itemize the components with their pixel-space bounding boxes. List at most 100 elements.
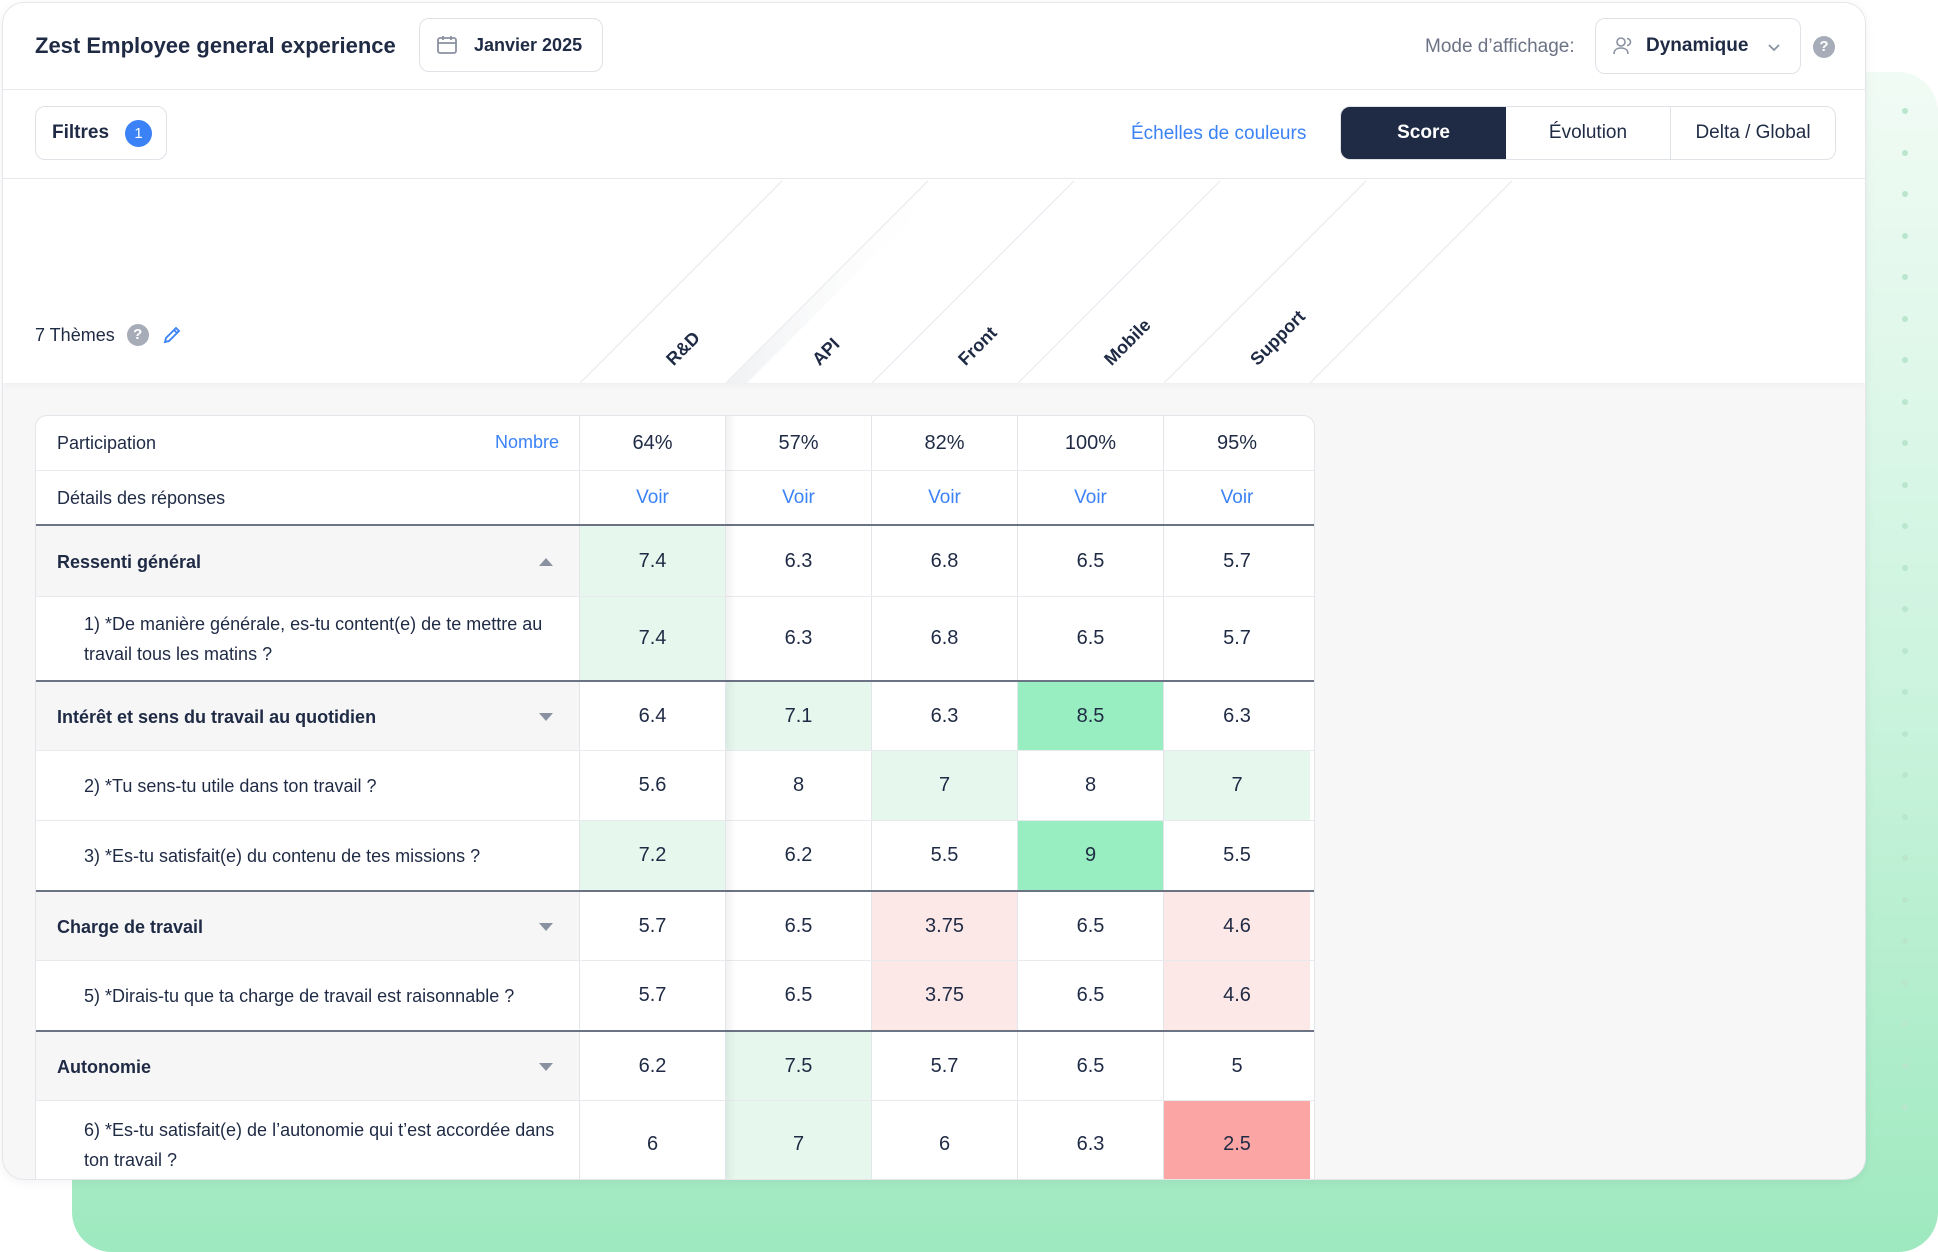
- participation-mode-link[interactable]: Nombre: [494, 432, 559, 452]
- score-cell-support: 5.7: [1223, 627, 1251, 649]
- filters-label: Filtres: [52, 122, 110, 143]
- question-row: 2) *Tu sens-tu utile dans ton travail ? 5…: [36, 750, 1314, 820]
- score-cell-rd: 64%: [580, 416, 726, 470]
- theme-row[interactable]: Ressenti général 7.4 6.3 6.8 6.5 5.7: [36, 524, 1314, 596]
- score-cell-rd: 6.4: [580, 682, 726, 750]
- view-tabs: Score Évolution Delta / Global: [1340, 106, 1836, 160]
- meta-row: Participation Nombre 64% 57% 82% 100% 95%: [36, 416, 1314, 470]
- chevron-up-icon[interactable]: [539, 558, 553, 566]
- row-label-cell: 5) *Dirais-tu que ta charge de travail e…: [36, 961, 580, 1030]
- users-icon: [1613, 37, 1632, 55]
- row-label: 6) *Es-tu satisfait(e) de l’autonomie qu…: [84, 1120, 555, 1170]
- filters-button[interactable]: Filtres 1: [35, 106, 167, 160]
- question-row: 1) *De manière générale, es-tu content(e…: [36, 596, 1314, 680]
- column-header-area: 7 Thèmes ? R&D API Front Mobile Support: [3, 179, 1865, 383]
- score-cell-front: 82%: [872, 416, 1018, 470]
- score-cell-rd: 6: [580, 1101, 726, 1179]
- row-label-cell: Charge de travail: [36, 892, 580, 960]
- score-cell-front: 6: [872, 1101, 1018, 1179]
- score-cell-api: 6.2: [726, 821, 872, 890]
- display-mode-select[interactable]: Dynamique: [1595, 18, 1801, 74]
- score-cell-front: 6.8: [872, 526, 1018, 596]
- results-table: Participation Nombre 64% 57% 82% 100% 95% Détai…: [35, 415, 1315, 1179]
- score-cell-support: 6.3: [1223, 704, 1251, 727]
- row-label: Charge de travail: [57, 917, 204, 937]
- score-cell-rd: 7.2: [580, 821, 726, 890]
- question-row: 3) *Es-tu satisfait(e) du contenu de tes…: [36, 820, 1314, 890]
- themes-header: 7 Thèmes ?: [35, 324, 183, 346]
- theme-row[interactable]: Autonomie 6.2 7.5 5.7 6.5 5: [36, 1030, 1314, 1100]
- score-cell-rd: 5.6: [580, 751, 726, 820]
- edit-icon[interactable]: [161, 324, 183, 346]
- score-cell-mobile: 100%: [1018, 416, 1164, 470]
- chevron-down-icon: [1768, 44, 1780, 52]
- theme-row[interactable]: Charge de travail 5.7 6.5 3.75 6.5 4.6: [36, 890, 1314, 960]
- page-title: Zest Employee general experience: [35, 33, 396, 58]
- filters-count-badge: 1: [125, 119, 153, 147]
- tab-delta-global[interactable]: Delta / Global: [1695, 122, 1811, 143]
- score-cell-mobile: 8.5: [1018, 682, 1164, 750]
- score-cell-mobile: 8: [1018, 751, 1164, 820]
- period-label: Janvier 2025: [474, 34, 583, 55]
- view-details-link-mobile[interactable]: Voir: [1018, 471, 1164, 524]
- score-cell-mobile: 6.5: [1018, 892, 1164, 960]
- view-details-link-rd[interactable]: Voir: [580, 471, 726, 524]
- score-cell-mobile: 6.3: [1018, 1101, 1164, 1179]
- help-icon[interactable]: ?: [1813, 36, 1835, 58]
- period-picker[interactable]: Janvier 2025: [419, 18, 603, 72]
- score-cell-api: 7.5: [726, 1032, 872, 1100]
- score-cell-support: 5: [1231, 1054, 1243, 1077]
- row-label-cell: Participation Nombre: [36, 416, 580, 470]
- score-cell-api: 6.5: [726, 961, 872, 1030]
- app-window: Zest Employee general experience Janvier…: [2, 2, 1866, 1180]
- score-cell-api: 7: [726, 1101, 872, 1179]
- score-cell-api: 6.5: [726, 892, 872, 960]
- display-mode-label: Mode d’affichage:: [1425, 36, 1575, 57]
- tab-score[interactable]: Score: [1341, 107, 1506, 159]
- toolbar: Filtres 1 Échelles de couleurs Score Évo…: [3, 90, 1865, 179]
- score-cell-support: 4.6: [1164, 892, 1310, 960]
- score-cell-rd: 5.7: [580, 892, 726, 960]
- row-label-cell: Détails des réponses: [36, 471, 580, 524]
- view-details-link-support[interactable]: Voir: [1220, 486, 1254, 508]
- row-label-cell: 6) *Es-tu satisfait(e) de l’autonomie qu…: [36, 1101, 580, 1179]
- theme-row[interactable]: Intérêt et sens du travail au quotidien 6…: [36, 680, 1314, 750]
- meta-row: Détails des réponses Voir Voir Voir Voir Voir: [36, 470, 1314, 524]
- score-cell-front: 3.75: [872, 892, 1018, 960]
- score-cell-rd: 7.4: [580, 526, 726, 596]
- row-label: 3) *Es-tu satisfait(e) du contenu de tes…: [84, 846, 481, 866]
- calendar-icon: [437, 36, 457, 54]
- score-cell-rd: 7.4: [580, 597, 726, 680]
- chevron-down-icon[interactable]: [539, 713, 553, 721]
- score-cell-api: 6.3: [726, 526, 872, 596]
- view-details-link-front[interactable]: Voir: [872, 471, 1018, 524]
- chevron-down-icon[interactable]: [539, 923, 553, 931]
- chevron-down-icon[interactable]: [539, 1063, 553, 1071]
- row-label-cell: Ressenti général: [36, 526, 580, 596]
- score-cell-support: 5.7: [1223, 549, 1251, 572]
- score-cell-front: 6.8: [872, 597, 1018, 680]
- score-cell-rd: 5.7: [580, 961, 726, 1030]
- view-details-link-api[interactable]: Voir: [726, 471, 872, 524]
- column-header-diagonals: [579, 180, 1513, 383]
- row-label: 2) *Tu sens-tu utile dans ton travail ?: [84, 776, 377, 796]
- score-cell-support: 7: [1164, 751, 1310, 820]
- row-label-cell: Autonomie: [36, 1032, 580, 1100]
- row-label-cell: Intérêt et sens du travail au quotidien: [36, 682, 580, 750]
- score-cell-api: 6.3: [726, 597, 872, 680]
- tab-evolution[interactable]: Évolution: [1506, 107, 1671, 159]
- row-label: Autonomie: [57, 1057, 151, 1077]
- score-cell-support: 4.6: [1164, 961, 1310, 1030]
- question-row: 6) *Es-tu satisfait(e) de l’autonomie qu…: [36, 1100, 1314, 1179]
- score-cell-mobile: 9: [1018, 821, 1164, 890]
- decorative-dots: [1902, 108, 1910, 1188]
- score-cell-support: 2.5: [1164, 1101, 1310, 1179]
- row-label: 1) *De manière générale, es-tu content(e…: [84, 614, 543, 664]
- color-scales-link[interactable]: Échelles de couleurs: [1131, 123, 1307, 144]
- row-label: 5) *Dirais-tu que ta charge de travail e…: [84, 986, 515, 1006]
- score-cell-front: 5.7: [872, 1032, 1018, 1100]
- score-cell-api: 8: [726, 751, 872, 820]
- themes-help-icon[interactable]: ?: [126, 324, 149, 346]
- score-cell-front: 3.75: [872, 961, 1018, 1030]
- row-label-cell: 3) *Es-tu satisfait(e) du contenu de tes…: [36, 821, 580, 890]
